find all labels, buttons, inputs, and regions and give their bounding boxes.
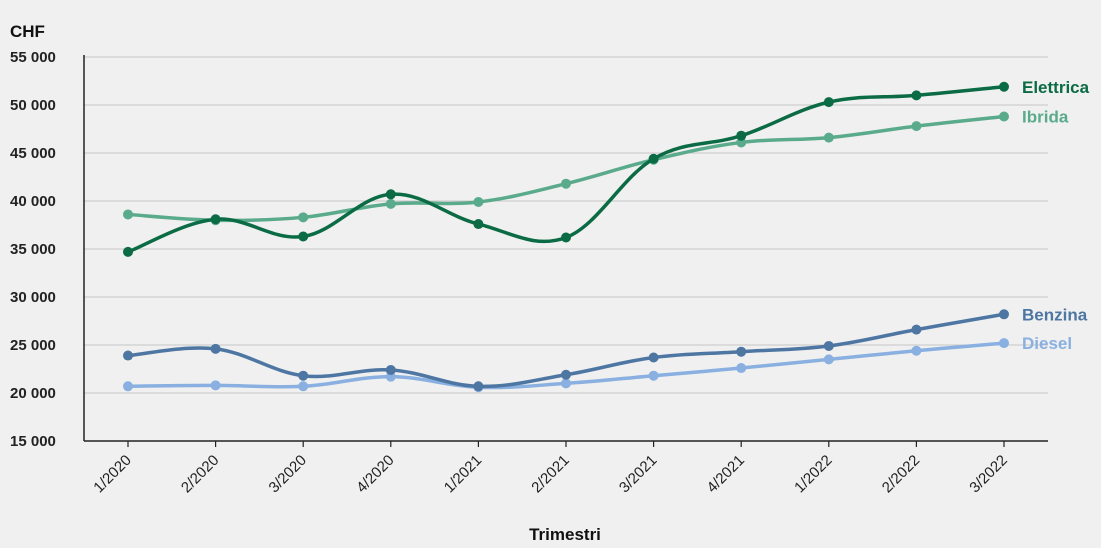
point-diesel	[210, 380, 221, 391]
point-ibrida	[823, 132, 834, 143]
point-elettrica	[561, 232, 571, 243]
point-benzina	[911, 324, 922, 335]
y-axis-ticks: 15 000 20 000 25 000 30 000 35 000 40 000 45 0…	[10, 49, 56, 450]
y-tick-label: 45 000	[10, 145, 56, 162]
point-elettrica	[473, 219, 484, 230]
x-tick-label: 4/2020	[353, 452, 397, 496]
line-ibrida	[126, 114, 1006, 223]
point-benzina	[648, 352, 659, 363]
point-elettrica	[385, 189, 396, 200]
label-elettrica: Elettrica	[1022, 78, 1090, 97]
point-diesel	[648, 370, 659, 381]
point-diesel	[823, 354, 834, 365]
x-axis-title: Trimestri	[529, 525, 601, 544]
x-tick-label: 2/2022	[879, 452, 923, 496]
point-diesel	[561, 378, 571, 389]
series-ibrida	[123, 111, 1009, 226]
series-benzina	[123, 309, 1009, 392]
point-diesel	[911, 345, 922, 356]
series-labels: Elettrica Ibrida Benzina Diesel	[1022, 78, 1090, 353]
point-benzina	[298, 370, 309, 381]
point-benzina	[823, 340, 834, 351]
label-ibrida: Ibrida	[1022, 108, 1069, 127]
point-elettrica	[736, 130, 747, 141]
point-diesel	[123, 381, 133, 392]
x-tick-label: 2/2021	[528, 452, 572, 496]
x-tick-label: 3/2020	[266, 452, 310, 496]
y-tick-label: 15 000	[10, 433, 56, 450]
point-benzina	[561, 369, 571, 380]
point-benzina	[999, 309, 1009, 320]
point-diesel	[298, 381, 309, 392]
point-ibrida	[473, 196, 484, 207]
point-ibrida	[298, 212, 309, 223]
point-elettrica	[911, 90, 922, 101]
point-ibrida	[999, 111, 1009, 122]
y-tick-label: 35 000	[10, 241, 56, 258]
x-tick-label: 3/2022	[966, 452, 1010, 496]
y-tick-label: 50 000	[10, 97, 56, 114]
x-tick-label: 1/2021	[441, 452, 485, 496]
point-elettrica	[298, 231, 309, 242]
y-tick-label: 40 000	[10, 193, 56, 210]
x-tick-label: 4/2021	[704, 452, 748, 496]
point-ibrida	[385, 198, 396, 209]
point-benzina	[473, 381, 484, 392]
series-elettrica	[123, 81, 1009, 257]
point-elettrica	[648, 153, 659, 164]
x-tick-label: 1/2020	[90, 452, 134, 496]
point-benzina	[210, 343, 221, 354]
series-lines	[123, 81, 1009, 393]
point-benzina	[123, 350, 133, 361]
point-diesel	[999, 338, 1009, 349]
point-elettrica	[123, 246, 133, 257]
grid-lines	[84, 56, 1048, 394]
y-tick-label: 25 000	[10, 337, 56, 354]
x-tick-label: 1/2022	[791, 452, 835, 496]
x-tick-label: 2/2020	[178, 452, 222, 496]
x-axis: 1/2020 2/2020 3/2020 4/2020 1/2021 2/2021 3/20…	[83, 55, 1048, 496]
line-elettrica	[126, 85, 1006, 254]
point-diesel	[736, 363, 747, 374]
x-tick-label: 3/2021	[616, 452, 660, 496]
point-benzina	[385, 364, 396, 375]
point-elettrica	[999, 81, 1009, 92]
point-elettrica	[210, 214, 221, 225]
series-diesel	[123, 338, 1009, 393]
point-ibrida	[123, 209, 133, 220]
point-benzina	[736, 346, 747, 357]
y-tick-label: 30 000	[10, 289, 56, 306]
point-elettrica	[823, 97, 834, 108]
y-unit-label: CHF	[10, 22, 45, 41]
label-benzina: Benzina	[1022, 305, 1088, 324]
point-ibrida	[561, 178, 571, 189]
y-tick-label: 55 000	[10, 49, 56, 66]
label-diesel: Diesel	[1022, 334, 1072, 353]
y-tick-label: 20 000	[10, 385, 56, 402]
point-ibrida	[911, 121, 922, 132]
